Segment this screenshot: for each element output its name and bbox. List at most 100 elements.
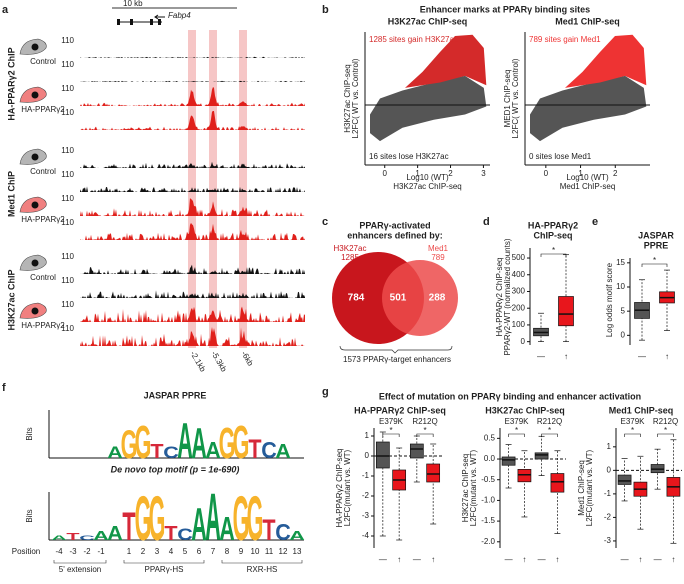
plot-title: HA-PPARγ2 [528, 220, 578, 230]
box [426, 463, 441, 483]
logo-letter: C [261, 437, 277, 463]
x-label: — [537, 352, 545, 361]
plot-title: H3K27ac ChIP-seq [388, 16, 468, 26]
logo-letter: A [205, 481, 221, 555]
gain-label: 789 sites gain Med1 [529, 35, 601, 44]
track-max: 110 [61, 60, 74, 69]
y-tick-label: -1 [362, 471, 370, 480]
cell-label: HA-PPARγ2 [21, 105, 65, 114]
y-tick-label: -0.5 [481, 475, 495, 484]
logo-letter: G [233, 484, 250, 555]
y-tick-label: 100 [512, 320, 526, 329]
y-tick-label: -3 [604, 536, 612, 545]
logo-letter: C [79, 535, 95, 542]
cell-label: HA-PPARγ2 [21, 321, 65, 330]
lose-label: 0 sites lose Med1 [529, 152, 592, 161]
y-tick-label: -1.0 [481, 496, 495, 505]
box [534, 452, 549, 460]
sig-star: * [653, 256, 656, 265]
y-label: Med1 ChIP-seq [577, 460, 586, 516]
logo-letter: A [191, 498, 207, 551]
sig-star: * [664, 426, 667, 435]
y-tick-label: 0 [607, 465, 612, 474]
track-signal [80, 290, 305, 298]
track-signal [80, 306, 305, 322]
y-label: HA-PPARγ2 ChIP-seq [335, 449, 344, 528]
y-label: PPARγ2-WT (normalized counts) [503, 238, 512, 355]
position-label: -2 [83, 547, 91, 556]
group-label: E379K [379, 417, 404, 426]
plot-title: JASPAR [638, 230, 674, 240]
peak-highlight [239, 30, 247, 348]
track-max: 110 [61, 36, 74, 45]
position-label: 2 [141, 547, 146, 556]
gain-label: 1285 sites gain H3K27ac [369, 35, 458, 44]
track-max: 110 [61, 218, 74, 227]
cell-label: Control [30, 167, 56, 176]
sig-star: * [548, 426, 551, 435]
y-tick-label: 0.5 [484, 433, 496, 442]
region-bracket [123, 560, 205, 564]
venn-count: 501 [390, 293, 407, 304]
x-label: — [638, 352, 646, 361]
logo-letter: C [177, 526, 193, 544]
region-bracket [221, 560, 303, 564]
y-tick-label: 15 [616, 258, 625, 267]
peak-highlight [209, 30, 217, 348]
x-label: — [413, 555, 421, 564]
y-label: H3K27ac ChIP-seq [461, 454, 470, 522]
y-tick-label: 1 [607, 442, 612, 451]
venn-footer: 1573 PPARγ-target enhancers [343, 355, 451, 364]
y-tick-label: 5 [621, 306, 626, 315]
region-label: 5' extension [59, 565, 101, 574]
track-max: 110 [61, 84, 74, 93]
venn-count: 784 [348, 293, 365, 304]
y-tick-label: -2.0 [481, 537, 495, 546]
panel-label: b [322, 4, 329, 16]
cell-nucleus [31, 307, 39, 315]
track-signal [80, 161, 305, 168]
point-cloud-red [565, 34, 647, 88]
x-label: Med1 ChIP-seq [560, 182, 616, 191]
y-label: MED1 ChIP-seq [503, 70, 512, 128]
position-label: -1 [97, 547, 105, 556]
track-max: 110 [61, 252, 74, 261]
group-title: HA-PPARγ2 ChIP [6, 47, 16, 120]
venn-title: PPARγ-activated [359, 220, 430, 230]
x-tick-label: 1 [578, 169, 583, 178]
logo-ylabel: Bits [25, 427, 34, 440]
track-max: 110 [61, 146, 74, 155]
panel-title: Enhancer marks at PPARγ binding sites [420, 4, 590, 14]
cell-label: Control [30, 273, 56, 282]
group-label: R212Q [412, 417, 437, 426]
gene-name: Fabp4 [168, 11, 191, 20]
y-tick-label: 500 [512, 253, 526, 262]
sig-bracket [416, 433, 434, 437]
exon [117, 19, 120, 25]
position-label: 10 [251, 547, 260, 556]
logo-letter: C [275, 519, 291, 545]
position-label: 3 [155, 547, 160, 556]
track-signal [80, 80, 305, 82]
track-max: 110 [61, 194, 74, 203]
group-label: E379K [504, 417, 529, 426]
position-label: 13 [293, 547, 302, 556]
x-label: ↑ [665, 352, 669, 361]
point-cloud-red [405, 34, 487, 88]
region-label: PPARγ-HS [145, 565, 184, 574]
exon [130, 19, 133, 25]
panel-label: g [322, 386, 329, 398]
position-label: 6 [197, 547, 202, 556]
y-tick-label: 10 [616, 282, 625, 291]
sig-star: * [423, 426, 426, 435]
logo-letter: A [93, 528, 109, 543]
y-tick-label: 0 [365, 451, 370, 460]
group-title: H3K27ac ChIP [6, 269, 16, 330]
position-title: Position [12, 547, 40, 556]
exon [158, 19, 161, 25]
logo-letter: G [135, 416, 152, 469]
set-name: H3K27ac [334, 244, 367, 253]
y-tick-label: -2 [362, 491, 370, 500]
point-cloud-gray [530, 75, 647, 142]
